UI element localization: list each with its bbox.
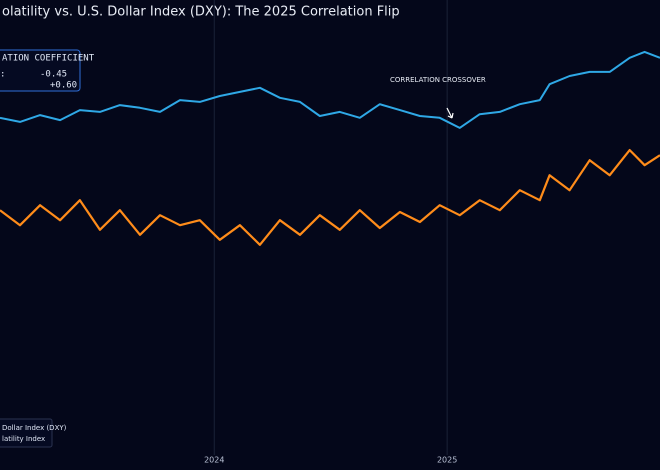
legend-box: [0, 418, 53, 448]
annotation-arrow: [446, 107, 454, 119]
correlation-value: +0.60: [50, 81, 77, 91]
annotation: CORRELATION CROSSOVER: [390, 76, 486, 84]
series-line: [0, 149, 660, 246]
correlation-title: ATION COEFFICIENT: [2, 54, 95, 64]
legend-label: Dollar Index (DXY): [2, 424, 67, 432]
correlation-row-marker: :: [0, 70, 5, 80]
series-line: [0, 50, 660, 129]
correlation-value: -0.45: [40, 70, 67, 80]
correlation-box: [0, 49, 81, 92]
x-tick-label: 2025: [437, 456, 457, 465]
x-tick-label: 2024: [204, 456, 224, 465]
chart-title: olatility vs. U.S. Dollar Index (DXY): T…: [2, 5, 400, 20]
legend-label: latility Index: [2, 435, 45, 443]
